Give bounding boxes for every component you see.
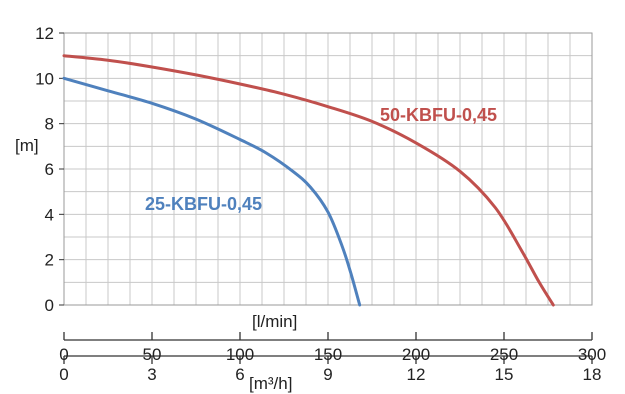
- series-group: [62, 54, 555, 307]
- x-tick-label-m3h: 9: [323, 365, 332, 384]
- x-axis-label-m3h: [m³/h]: [249, 374, 292, 393]
- y-tick-label: 8: [45, 115, 54, 134]
- x-tick-label-lmin: 300: [578, 345, 606, 364]
- x-tick-label-m3h: 0: [59, 365, 68, 384]
- x-tick-label-lmin: 0: [59, 345, 68, 364]
- x-tick-label-lmin: 200: [402, 345, 430, 364]
- labels: 0 2 4 6 8 10 12 0 50 100 150 200 250 300 0 3 6 9 12 15 18: [35, 24, 606, 384]
- plot-frame: [59, 32, 593, 364]
- y-axis-label: [m]: [15, 136, 39, 155]
- y-tick-label: 0: [45, 296, 54, 315]
- x-tick-label-m3h: 12: [407, 365, 426, 384]
- y-tick-label: 4: [45, 205, 54, 224]
- x-tick-label-lmin: 250: [490, 345, 518, 364]
- x-tick-label-lmin: 150: [314, 345, 342, 364]
- x-tick-label-lmin: 50: [143, 345, 162, 364]
- x-tick-label-m3h: 18: [583, 365, 602, 384]
- series-label-25-kbfu: 25-KBFU-0,45: [145, 194, 262, 214]
- grid: [64, 33, 592, 305]
- x-tick-label-m3h: 3: [147, 365, 156, 384]
- x-tick-label-lmin: 100: [226, 345, 254, 364]
- x-tick-label-m3h: 15: [495, 365, 514, 384]
- y-tick-label: 2: [45, 251, 54, 270]
- x-tick-label-m3h: 6: [235, 365, 244, 384]
- x-axis-label-lmin: [l/min]: [252, 312, 297, 331]
- series-line-25-kbfu-0-45: [62, 76, 362, 307]
- y-tick-label: 6: [45, 160, 54, 179]
- series-line-50-kbfu-0-45: [62, 54, 555, 307]
- series-label-50-kbfu: 50-KBFU-0,45: [380, 105, 497, 125]
- y-tick-label: 10: [35, 69, 54, 88]
- y-tick-label: 12: [35, 24, 54, 43]
